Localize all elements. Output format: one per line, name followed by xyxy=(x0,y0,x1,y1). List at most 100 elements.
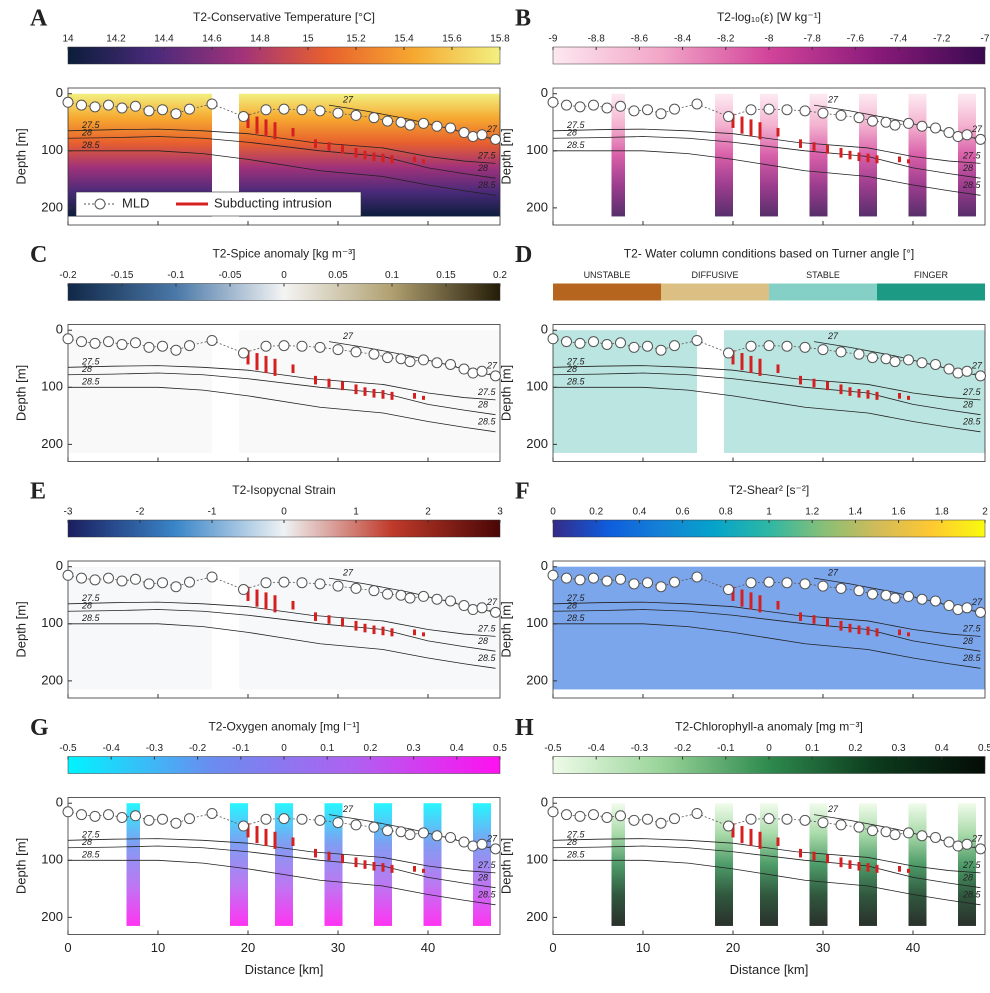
mld-point xyxy=(628,814,640,826)
mld-point xyxy=(404,592,416,604)
mld-point xyxy=(368,112,380,124)
mld-point xyxy=(76,336,87,348)
colorbar-tick-label: -7.4 xyxy=(890,34,908,45)
colorbar-tick-label: -0.2 xyxy=(59,270,77,281)
mld-point xyxy=(961,365,973,377)
mld-point xyxy=(547,806,559,818)
y-axis-label: Depth [m] xyxy=(13,128,28,184)
mld-point xyxy=(130,810,141,822)
mld-point xyxy=(781,577,793,589)
colorbar-tick-label: 0.2 xyxy=(589,507,603,518)
isopycnal-label: 28 xyxy=(477,163,488,173)
panel-letter: D xyxy=(515,242,532,268)
isopycnal-label: 28 xyxy=(81,601,92,611)
mld-point xyxy=(655,108,667,120)
y-tick-label: 0 xyxy=(56,85,63,100)
mld-point xyxy=(615,573,626,585)
mld-point xyxy=(260,340,272,352)
mld-point xyxy=(368,585,380,597)
isopycnal xyxy=(552,128,981,164)
colorbar-tick-label: 1.4 xyxy=(848,507,862,518)
isopycnal xyxy=(553,859,981,906)
mld-point xyxy=(745,104,757,116)
mld-point xyxy=(314,105,326,117)
isopycnal-label: 27.5 xyxy=(81,593,101,603)
plot-frame xyxy=(552,324,986,462)
mld-point xyxy=(445,595,456,607)
mld-point xyxy=(350,582,362,594)
plot-frame xyxy=(67,324,501,462)
colorbar-tick-label: 0 xyxy=(281,743,287,754)
mld-point xyxy=(467,131,479,143)
isopycnal-label: 28.5 xyxy=(962,890,982,900)
profile-stripe xyxy=(809,93,828,217)
colorbar-segment xyxy=(553,283,661,301)
mld-point xyxy=(206,571,218,583)
colorbar-title: T2-Conservative Temperature [°C] xyxy=(193,10,375,24)
mld-point xyxy=(903,590,914,602)
isopycnal-label: 28.5 xyxy=(81,850,101,860)
mld-point xyxy=(116,575,128,587)
y-tick-label: 100 xyxy=(526,379,548,394)
mld-point xyxy=(691,334,703,346)
mld-point xyxy=(62,96,74,108)
mld-point xyxy=(431,357,443,369)
x-axis-label: Distance [km] xyxy=(730,962,809,977)
colorbar-tick-label: 3 xyxy=(497,507,503,518)
mld-point xyxy=(332,344,344,356)
mld-point xyxy=(628,341,640,353)
mld-point xyxy=(418,117,429,129)
mld-point xyxy=(431,120,443,132)
isopycnal-label: 27 xyxy=(971,597,983,607)
isopycnal xyxy=(67,128,496,164)
colorbar-tick-label: 0.1 xyxy=(320,743,334,754)
isopycnal-label: 27 xyxy=(827,95,839,105)
colorbar-tick-label: 0.6 xyxy=(676,507,690,518)
mld-point xyxy=(490,843,501,855)
y-tick-label: 0 xyxy=(56,558,63,573)
colorbar-tick-label: 14.4 xyxy=(154,34,174,45)
isopycnal-label: 27.5 xyxy=(477,623,497,633)
mld-point xyxy=(889,356,901,368)
y-tick-label: 0 xyxy=(541,558,548,573)
isopycnal-label: 27 xyxy=(342,568,354,578)
colorbar-tick-label: 1.2 xyxy=(805,507,819,518)
mld-point xyxy=(961,129,973,141)
colorbar-tick-label: 0 xyxy=(766,743,772,754)
colorbar-tick-label: 15.2 xyxy=(346,34,366,45)
colorbar-tick-label: 0 xyxy=(550,507,556,518)
mld-point xyxy=(817,344,829,356)
mld-point xyxy=(76,809,87,821)
x-tick-label: 20 xyxy=(726,940,740,955)
mld-point xyxy=(691,571,703,583)
colorbar-tick-label: 14.6 xyxy=(202,34,222,45)
y-tick-label: 0 xyxy=(56,795,63,810)
colorbar-tick-label: -9 xyxy=(549,34,558,45)
mld-point xyxy=(547,333,559,345)
mld-point xyxy=(889,119,901,131)
mld-point xyxy=(296,813,308,825)
isopycnal-label: 27 xyxy=(342,331,354,341)
colorbar-tick-label: -7 xyxy=(981,34,990,45)
panel-letter: E xyxy=(30,479,46,505)
panel-letter: F xyxy=(515,479,530,505)
colorbar-tick-label: 2 xyxy=(982,507,988,518)
x-tick-label: 20 xyxy=(241,940,255,955)
colorbar-title: T2- Water column conditions based on Tur… xyxy=(624,247,915,261)
mld-point xyxy=(431,830,443,842)
isopycnal-label: 27.5 xyxy=(81,830,101,840)
profile-stripe xyxy=(126,803,140,926)
mld-point xyxy=(382,588,393,600)
panel-letter: A xyxy=(30,6,48,32)
colorbar-tick-label: 15 xyxy=(302,34,314,45)
mld-point xyxy=(368,348,380,360)
colorbar-tick-label: -0.05 xyxy=(219,270,242,281)
mld-point xyxy=(130,573,141,585)
isopycnal xyxy=(67,609,496,652)
mld-point xyxy=(561,572,572,584)
mld-point xyxy=(395,589,407,601)
mld-point xyxy=(116,338,128,350)
y-axis-label: Depth [m] xyxy=(498,128,513,184)
colorbar-tick-label: 0.15 xyxy=(436,270,456,281)
mld-point xyxy=(130,100,141,112)
